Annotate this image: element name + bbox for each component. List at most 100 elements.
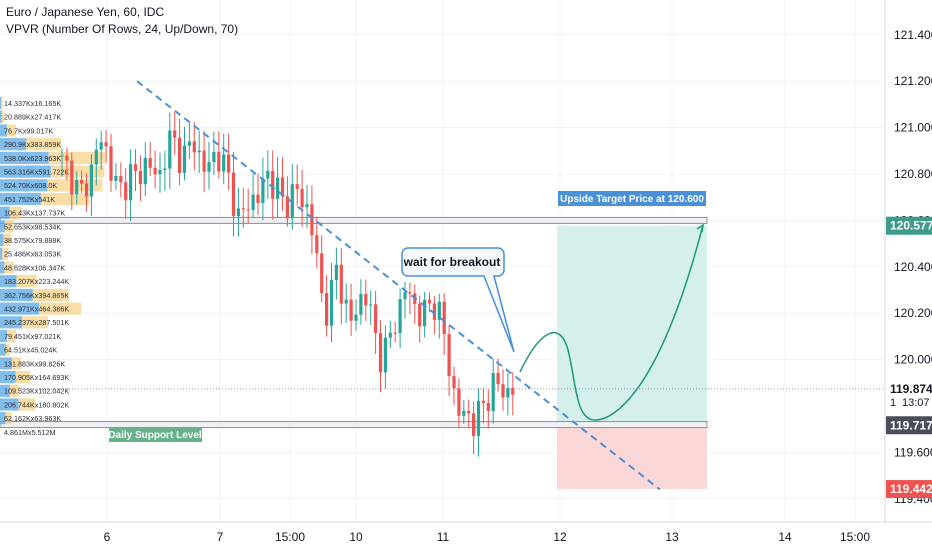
price-axis[interactable]: 121.400121.200121.000120.800120.600120.4…	[884, 0, 932, 522]
candle-body	[280, 177, 285, 197]
candle-body	[295, 184, 299, 189]
time-tick-label: 6	[104, 530, 111, 544]
target-label[interactable]: Upside Target Price at 120.600	[558, 191, 706, 206]
vpvr-down-bar	[4, 261, 15, 274]
vpvr-down-bar	[3, 234, 11, 247]
candle-body	[271, 170, 275, 199]
candle-body	[476, 400, 481, 436]
indicator-title[interactable]: VPVR (Number Of Rows, 24, Up/Down, 70)	[6, 22, 239, 36]
candle-body	[236, 208, 240, 217]
candle-body	[261, 178, 265, 203]
candle-body	[124, 182, 128, 201]
candle-body	[310, 204, 314, 236]
candle-body	[285, 196, 289, 219]
vpvr-up-bar	[0, 384, 10, 397]
vpvr-up-bar	[0, 275, 17, 288]
candle-body	[403, 292, 407, 300]
time-tick-label: 11	[437, 530, 450, 544]
candle-body	[374, 304, 378, 334]
vpvr-down-bar	[4, 220, 14, 233]
vpvr-down-bar	[11, 357, 21, 370]
candle-body	[378, 333, 383, 373]
vpvr-down-bar	[6, 124, 16, 137]
candle-body	[231, 172, 236, 217]
vpvr-row-label: 106.43Kx137.737K	[4, 209, 65, 218]
vpvr-down-bar	[9, 384, 20, 397]
candle-body	[114, 176, 118, 181]
vpvr-up-bar	[0, 124, 7, 137]
candle-body	[197, 150, 201, 153]
price-tick-label: 121.000	[894, 121, 932, 135]
vpvr-row-label: 38.575Kx79.888K	[4, 236, 61, 245]
vpvr-row-label: 524.70Kx608.0K	[4, 181, 57, 190]
vpvr-up-bar	[0, 97, 2, 110]
vpvr-row-label: 20.889Kx27.417K	[4, 113, 61, 122]
vpvr-down-bar	[39, 302, 82, 315]
stop-zone	[557, 425, 707, 490]
candle-body	[89, 164, 93, 197]
candle-body	[182, 145, 187, 173]
candle-body	[65, 155, 69, 161]
candle-body	[511, 388, 515, 395]
vpvr-row-label: 451.752Kx541K	[4, 195, 55, 204]
vpvr-down-bar	[26, 138, 61, 151]
candle-body	[432, 303, 436, 320]
time-axis[interactable]: 6 7 15:00 10 11 12 13 14 15:00	[0, 521, 932, 544]
vpvr-down-bar	[1, 110, 5, 123]
position-zones	[557, 225, 707, 490]
vpvr-down-bar	[7, 329, 16, 343]
vpvr-down-bar	[2, 247, 9, 260]
resistance-level	[0, 216, 708, 224]
countdown-label-text: 1	[890, 397, 896, 409]
candle-body	[329, 279, 334, 326]
vpvr-up-bar	[0, 179, 48, 192]
candle-body	[168, 130, 172, 169]
vpvr-down-bar	[5, 343, 10, 356]
vpvr-up-bar	[0, 261, 5, 274]
support-label-text: Daily Support Level	[108, 430, 202, 441]
support-label[interactable]: Daily Support Level	[108, 427, 202, 442]
candle-body	[109, 146, 113, 181]
target-price-badge-box	[886, 216, 932, 235]
candle-body	[80, 179, 84, 184]
candle-body	[276, 177, 280, 199]
candle-body	[339, 264, 343, 304]
vpvr-up-bar	[0, 206, 10, 219]
vpvr-row-label: 206.744Kx180.802K	[4, 400, 69, 409]
vpvr-row-label: 170.905Kx164.693K	[4, 373, 69, 382]
candle-body	[349, 299, 353, 321]
vpvr-row-label: 14.337Kx16.165K	[4, 99, 61, 108]
entry-price-badge-text: 119.717	[890, 418, 932, 432]
target-price-badge-text: 120.577	[890, 219, 932, 233]
projected-path-arrowhead	[696, 223, 704, 233]
vpvr-row-label: 52.653Kx98.534K	[4, 222, 61, 231]
target-zone	[557, 225, 707, 426]
time-tick-label: 13	[665, 530, 679, 544]
current-price-badge-box	[886, 379, 932, 398]
vpvr-up-bar	[0, 398, 19, 411]
vpvr-up-bar	[0, 412, 6, 425]
price-tick-label: 120.200	[894, 306, 932, 320]
candle-body	[354, 314, 358, 321]
candle-body	[60, 155, 64, 157]
candle-body	[212, 151, 216, 162]
candle-body	[344, 299, 348, 304]
stop-price-badge-box	[886, 480, 932, 499]
vpvr-up-bar	[0, 288, 33, 301]
candle-body	[501, 384, 505, 398]
vpvr-row-label: 538.0Kx623.963K	[4, 154, 61, 163]
vpvr-up-bar	[0, 357, 12, 370]
vpvr-row-label: 64.51Kx45.024K	[4, 346, 57, 355]
candle-body	[423, 299, 427, 327]
symbol-title[interactable]: Euro / Japanese Yen, 60, IDC	[6, 5, 165, 19]
time-tick-label: 15:00	[840, 530, 870, 544]
vpvr-row-label: 48.628Kx106.347K	[4, 263, 65, 272]
candle-body	[300, 188, 304, 208]
price-tick-label: 120.000	[894, 353, 932, 367]
vpvr-down-bar	[16, 275, 37, 288]
breakout-callout[interactable]: wait for breakout	[401, 247, 515, 353]
vpvr-row-label: 4.861Mx5.512M	[4, 428, 56, 437]
target-label-box	[558, 191, 706, 206]
